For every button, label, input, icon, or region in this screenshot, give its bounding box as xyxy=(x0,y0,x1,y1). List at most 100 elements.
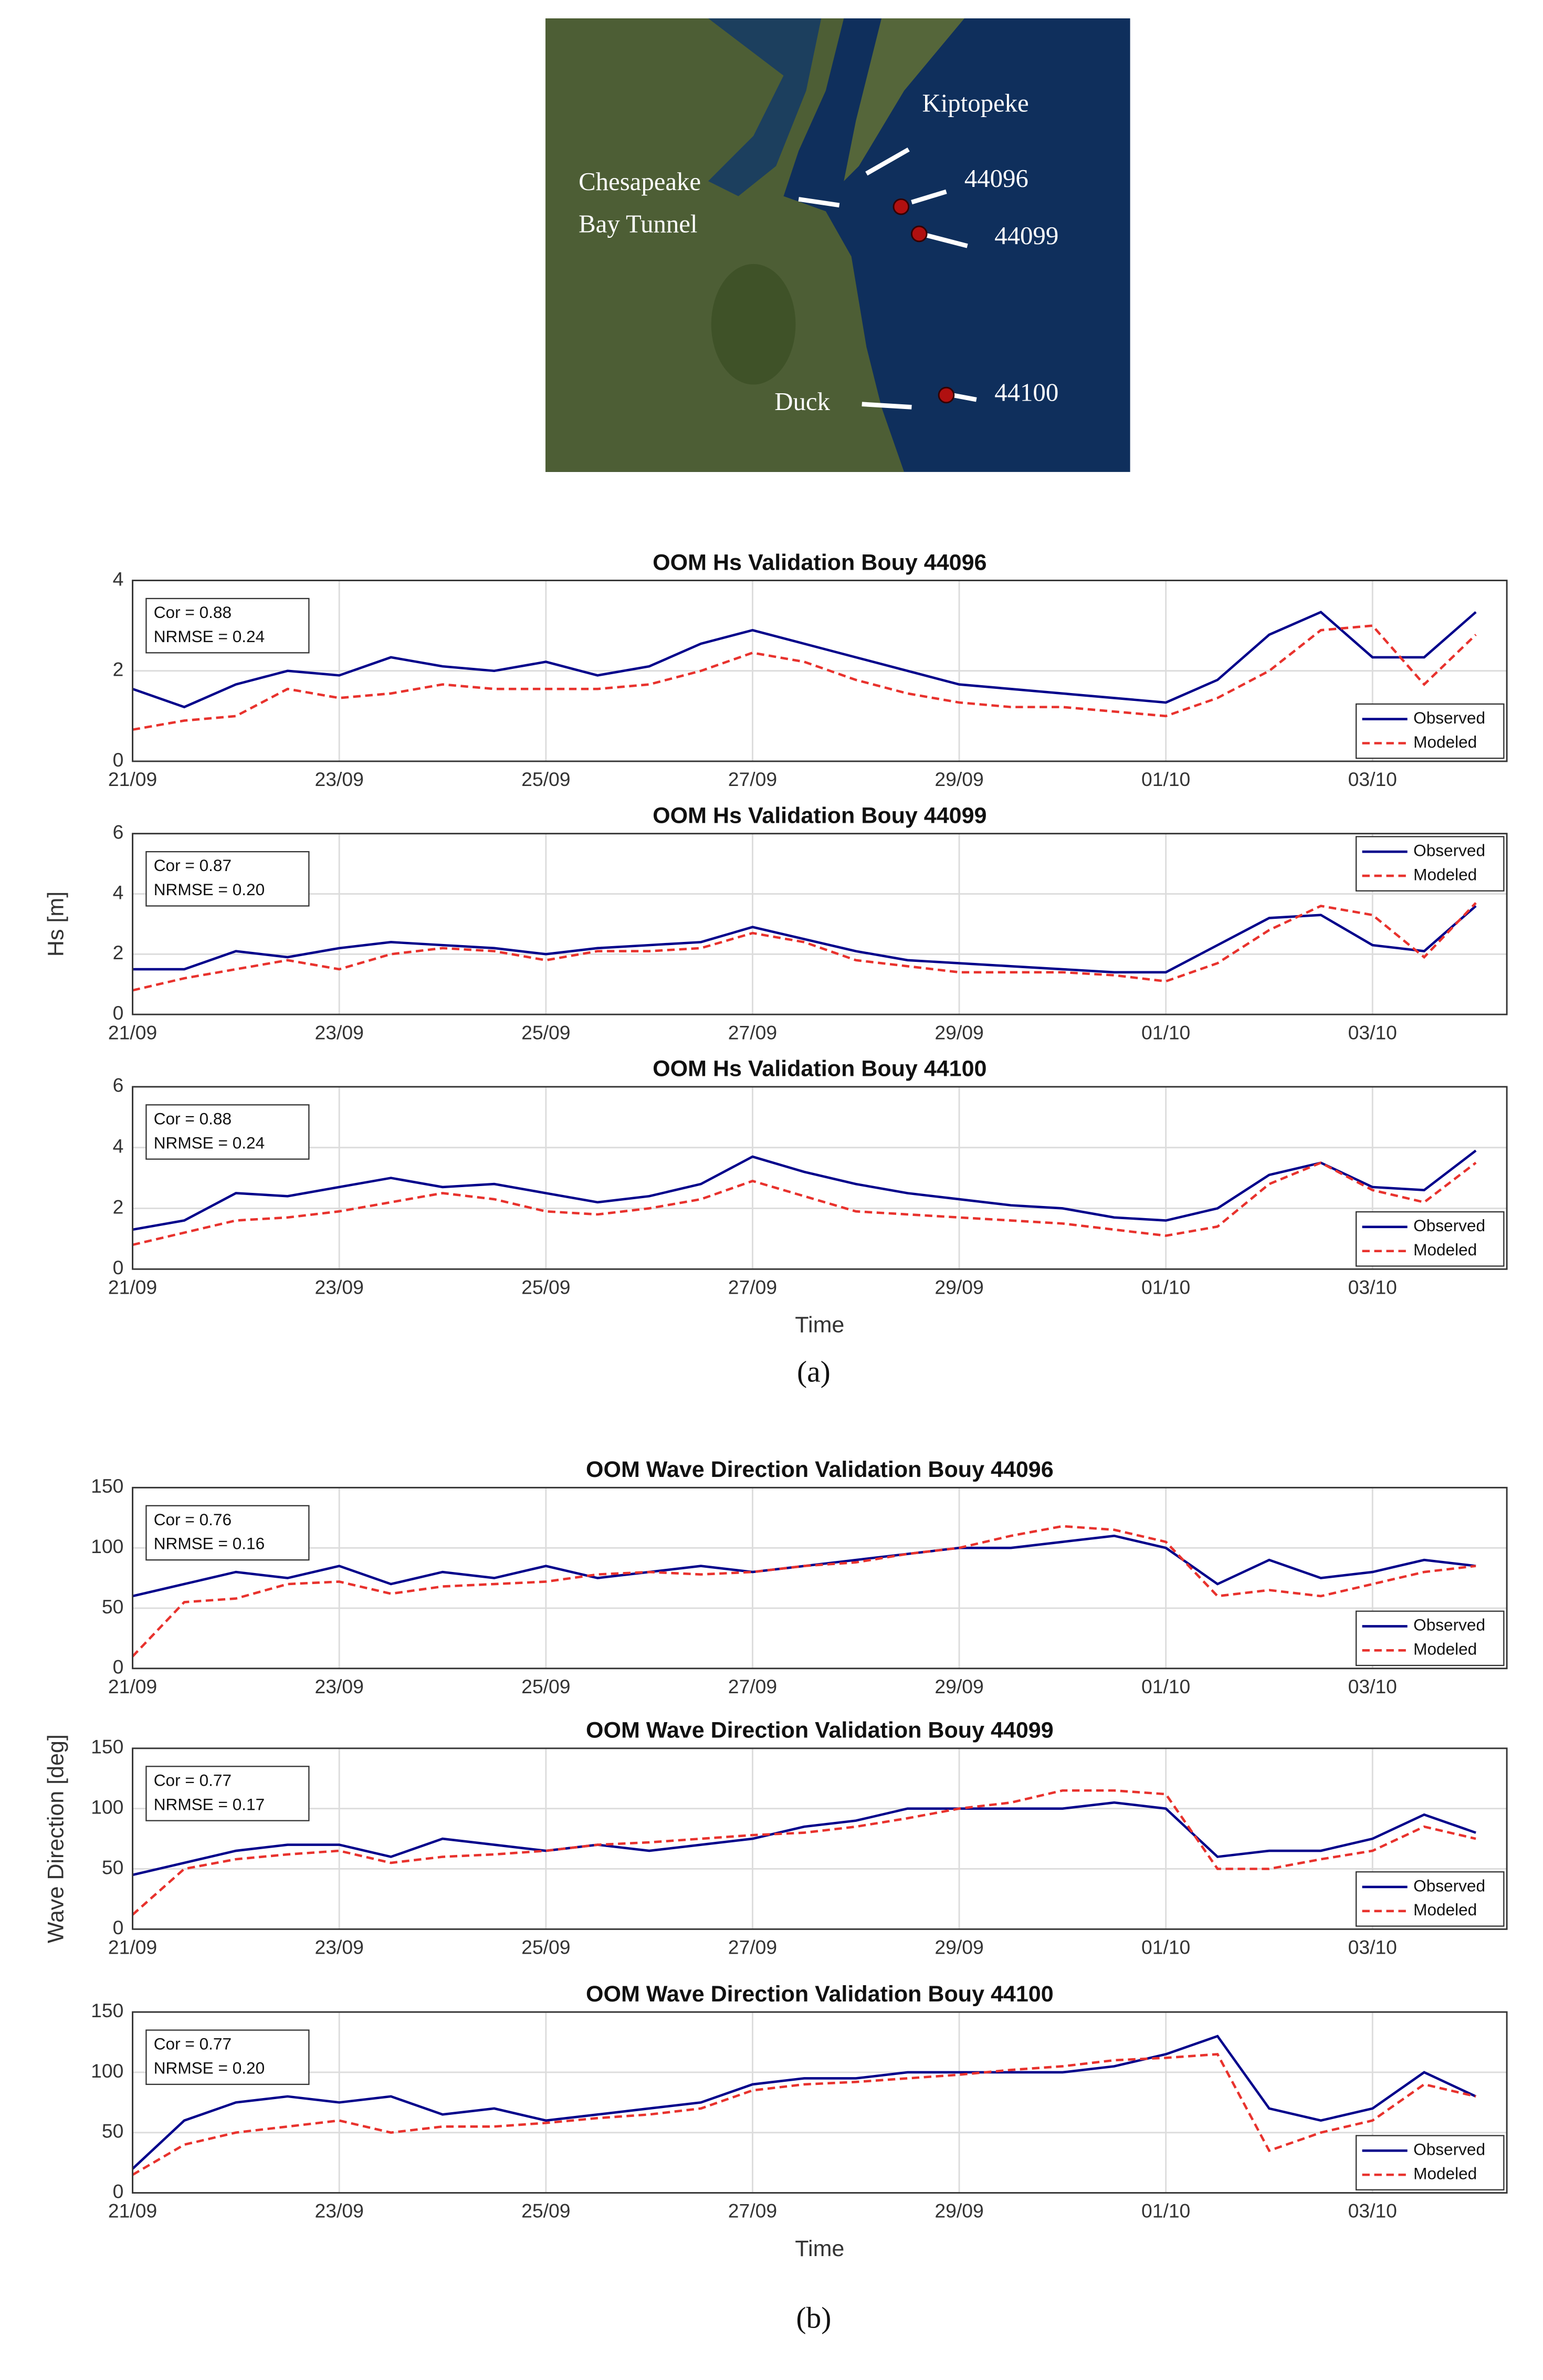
arrow xyxy=(926,233,968,248)
series-line xyxy=(132,624,1477,731)
x-tick-label: 29/09 xyxy=(935,1936,983,1958)
series-line xyxy=(132,2053,1476,2176)
series-line xyxy=(132,2035,1477,2170)
chart-title: OOM Wave Direction Validation Bouy 44099 xyxy=(586,1718,1054,1743)
swamp xyxy=(711,264,796,385)
legend-box xyxy=(1355,1211,1505,1267)
chart-title: OOM Wave Direction Validation Bouy 44100 xyxy=(586,1981,1054,2007)
map-label: Duck xyxy=(774,387,830,416)
series-line xyxy=(132,1161,1477,1246)
y-tick-label: 50 xyxy=(102,2120,124,2142)
x-tick-label: 21/09 xyxy=(108,1675,157,1697)
legend-label: Modeled xyxy=(1413,865,1477,884)
y-tick-label: 100 xyxy=(91,1796,123,1818)
y-tick-label: 150 xyxy=(91,1736,123,1758)
y-tick-label: 6 xyxy=(113,821,124,843)
map-label: 44100 xyxy=(994,379,1058,407)
buoy xyxy=(893,198,910,215)
y-tick-label: 150 xyxy=(91,1999,123,2021)
y-tick-label: 0 xyxy=(113,2180,124,2202)
legend-box xyxy=(1355,1871,1505,1927)
y-tick-label: 150 xyxy=(91,1475,123,1497)
x-tick-label: 27/09 xyxy=(728,1936,777,1958)
plot-frame xyxy=(132,1747,1508,1930)
legend-label: Observed xyxy=(1413,708,1485,727)
annotation: NRMSE = 0.20 xyxy=(154,880,265,899)
legend-box xyxy=(1355,836,1505,892)
annotation: NRMSE = 0.20 xyxy=(154,2059,265,2078)
annotation: NRMSE = 0.17 xyxy=(154,1795,265,1813)
annotation: NRMSE = 0.24 xyxy=(154,1133,265,1152)
buoys xyxy=(893,198,955,404)
map-label: Bay Tunnel xyxy=(579,209,697,238)
plot-area xyxy=(132,833,1507,1015)
x-tick-label: 21/09 xyxy=(108,1936,157,1958)
y-tick-label: 100 xyxy=(91,1535,123,1557)
y-tick-label: 6 xyxy=(113,1074,124,1096)
annotation: NRMSE = 0.24 xyxy=(154,627,265,646)
annotation: NRMSE = 0.16 xyxy=(154,1534,265,1553)
y-axis-label: Hs [m] xyxy=(43,892,68,957)
legend-label: Observed xyxy=(1413,2140,1485,2159)
x-tick-label: 23/09 xyxy=(315,2200,364,2222)
x-tick-label: 25/09 xyxy=(521,768,570,790)
chart-title: OOM Wave Direction Validation Bouy 44096 xyxy=(586,1457,1054,1482)
buoy xyxy=(938,386,955,404)
x-tick-label: 25/09 xyxy=(521,2200,570,2222)
peninsula xyxy=(844,18,964,181)
y-tick-label: 4 xyxy=(113,568,124,590)
arrow xyxy=(952,393,977,402)
x-tick-label: 23/09 xyxy=(315,1936,364,1958)
series-line xyxy=(132,902,1477,992)
legend-box xyxy=(1355,703,1505,759)
map-label: Chesapeake xyxy=(579,167,701,196)
annotation: Cor = 0.88 xyxy=(154,1109,232,1128)
annotation: Cor = 0.76 xyxy=(154,1510,232,1529)
x-tick-label: 27/09 xyxy=(728,1276,777,1298)
x-tick-label: 01/10 xyxy=(1141,1675,1190,1697)
series-line xyxy=(131,1525,1476,1658)
annotation-box xyxy=(145,597,310,654)
legend-label: Observed xyxy=(1413,1216,1485,1235)
plot-area xyxy=(132,2012,1507,2193)
y-tick-label: 50 xyxy=(102,1596,124,1618)
buoy xyxy=(910,225,928,243)
y-tick-label: 4 xyxy=(113,881,124,903)
chart-title: OOM Hs Validation Bouy 44100 xyxy=(653,1056,986,1082)
x-tick-label: 03/10 xyxy=(1348,1936,1397,1958)
legend-box xyxy=(1355,1610,1505,1666)
x-tick-label: 01/10 xyxy=(1141,1276,1190,1298)
x-axis-label: Time xyxy=(795,2236,844,2261)
arrow xyxy=(911,189,947,205)
map-label: 44096 xyxy=(964,164,1028,193)
x-tick-label: 29/09 xyxy=(935,1276,983,1298)
bay xyxy=(708,18,822,196)
x-tick-label: 29/09 xyxy=(935,2200,983,2222)
series-line xyxy=(132,1149,1477,1231)
legend-label: Modeled xyxy=(1413,1900,1477,1919)
x-tick-label: 01/10 xyxy=(1141,768,1190,790)
plot-area xyxy=(132,1748,1507,1930)
x-tick-label: 01/10 xyxy=(1141,1021,1190,1043)
annotation-box xyxy=(145,851,310,907)
y-tick-label: 2 xyxy=(113,941,124,963)
legend-label: Observed xyxy=(1413,841,1485,860)
x-tick-label: 25/09 xyxy=(521,1276,570,1298)
map: Kiptopeke 44096 Chesapeake Bay Tunnel 44… xyxy=(545,18,1130,472)
chart-title: OOM Hs Validation Bouy 44096 xyxy=(653,550,986,575)
plot-frame xyxy=(132,2011,1508,2194)
x-tick-label: 21/09 xyxy=(108,1021,157,1043)
x-tick-label: 25/09 xyxy=(521,1021,570,1043)
map-label: 44099 xyxy=(994,222,1058,250)
x-tick-label: 01/10 xyxy=(1141,1936,1190,1958)
annotation-box xyxy=(145,1104,310,1160)
x-tick-label: 27/09 xyxy=(728,768,777,790)
series-line xyxy=(132,905,1477,974)
y-tick-label: 0 xyxy=(113,1256,124,1278)
annotation-box xyxy=(145,1505,310,1561)
arrow xyxy=(865,147,910,176)
y-tick-label: 0 xyxy=(113,1656,124,1678)
x-tick-label: 23/09 xyxy=(315,1021,364,1043)
legend-label: Modeled xyxy=(1413,732,1477,751)
